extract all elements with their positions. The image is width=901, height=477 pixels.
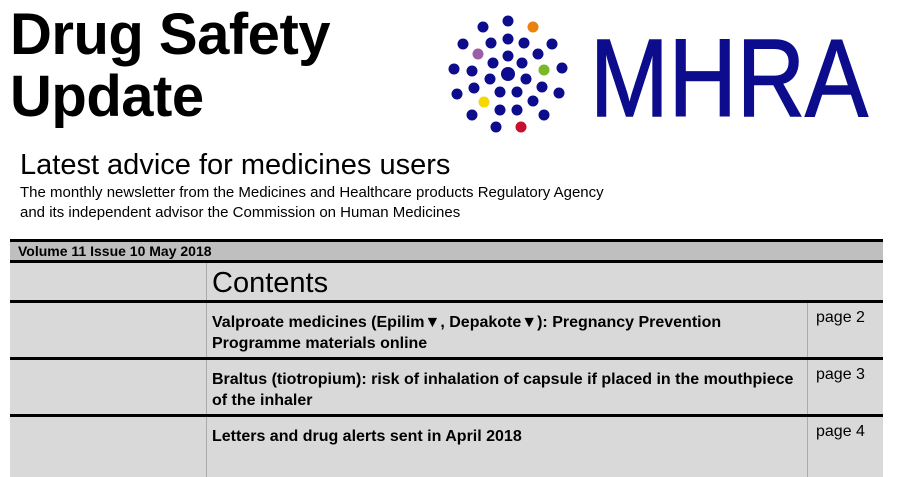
logo-dot [457, 38, 469, 50]
description-line-2: and its independent advisor the Commissi… [20, 204, 461, 221]
contents-item-page: page 4 [807, 417, 883, 477]
svg-text:MHRA: MHRA [590, 17, 869, 140]
contents-item-title[interactable]: Letters and drug alerts sent in April 20… [212, 428, 522, 445]
contents-item[interactable]: Valproate medicines (Epilim▼, Depakote▼)… [10, 300, 883, 357]
description-line-1: The monthly newsletter from the Medicine… [20, 184, 604, 201]
logo-dot [520, 73, 532, 85]
logo-dot [466, 109, 478, 121]
logo-dot [451, 88, 463, 100]
logo-dot [527, 21, 539, 33]
logo-dot [553, 87, 565, 99]
logo-dot [501, 67, 515, 81]
logo-dot [516, 57, 528, 69]
logo-dot [536, 81, 548, 93]
logo-dot [468, 82, 480, 94]
logo-dot [527, 95, 539, 107]
logo-dot [478, 96, 490, 108]
logo-dot [511, 104, 523, 116]
subtitle: Latest advice for medicines users [20, 149, 451, 181]
contents-heading-row: Contents [10, 260, 883, 300]
logo-dot [466, 65, 478, 77]
logo-dot [502, 33, 514, 45]
contents-item-title[interactable]: Valproate medicines (Epilim▼, Depakote▼)… [212, 314, 722, 352]
description: The monthly newsletter from the Medicine… [20, 183, 604, 223]
logo-dot [472, 48, 484, 60]
title-line-2: Update [10, 64, 204, 129]
logo-dot [511, 86, 523, 98]
issue-row: Volume 11 Issue 10 May 2018 [10, 239, 883, 260]
contents-item[interactable]: Braltus (tiotropium): risk of inhalation… [10, 357, 883, 414]
contents-heading: Contents [212, 267, 329, 299]
contents-item-title[interactable]: Braltus (tiotropium): risk of inhalation… [212, 371, 794, 409]
logo-dot [532, 48, 544, 60]
logo-dot [487, 57, 499, 69]
logo-dot [448, 63, 460, 75]
logo-dot [538, 64, 550, 76]
logo-dot [546, 38, 558, 50]
logo-dot [494, 86, 506, 98]
logo-dot [502, 15, 514, 27]
logo-dot [494, 104, 506, 116]
logo-dot [515, 121, 527, 133]
contents-item-page: page 2 [807, 303, 883, 357]
logo-dot [484, 73, 496, 85]
contents-item-page: page 3 [807, 360, 883, 414]
logo-dot [485, 37, 497, 49]
newsletter-title: Drug Safety Update [10, 2, 331, 129]
contents-item[interactable]: Letters and drug alerts sent in April 20… [10, 414, 883, 477]
logo-dot [518, 37, 530, 49]
logo-dot [502, 50, 514, 62]
mhra-logo: MHRA [448, 15, 869, 141]
logo-dot [477, 21, 489, 33]
contents-table: Volume 11 Issue 10 May 2018 Contents Val… [10, 239, 883, 477]
logo-dot [538, 109, 550, 121]
logo-dot [556, 62, 568, 74]
logo-dot [490, 121, 502, 133]
title-line-1: Drug Safety [10, 2, 331, 67]
